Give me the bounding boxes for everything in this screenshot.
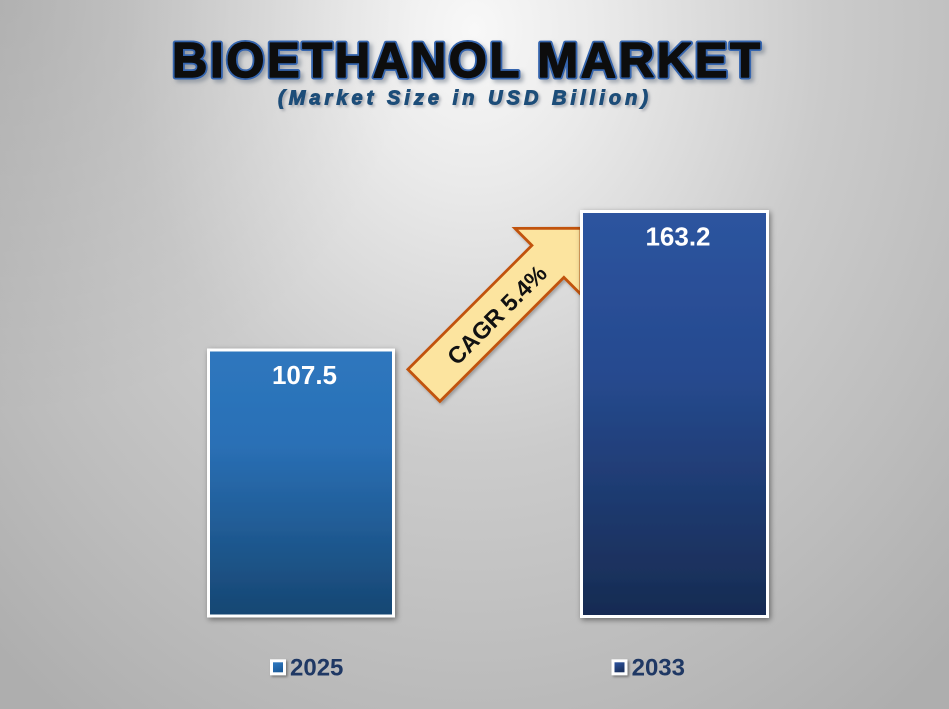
svg-text:BIOETHANOL MARKET: BIOETHANOL MARKET	[172, 34, 760, 88]
svg-text:107.5: 107.5	[272, 360, 337, 390]
svg-text:BIOETHANOL MARKET: BIOETHANOL MARKET	[172, 34, 760, 88]
svg-text:(Market Size in USD Billion): (Market Size in USD Billion)	[278, 87, 648, 109]
svg-text:2033: 2033	[632, 654, 685, 681]
svg-text:163.2: 163.2	[645, 222, 710, 252]
svg-text:2025: 2025	[290, 654, 343, 681]
